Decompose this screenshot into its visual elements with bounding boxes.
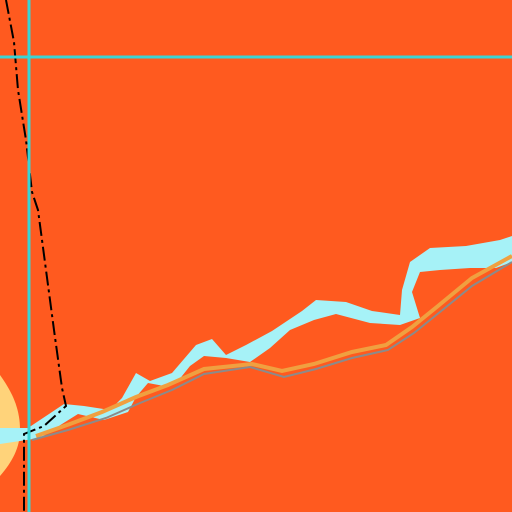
road	[31, 261, 512, 441]
river	[0, 236, 512, 444]
trail	[35, 254, 512, 438]
sandbank	[0, 375, 20, 476]
